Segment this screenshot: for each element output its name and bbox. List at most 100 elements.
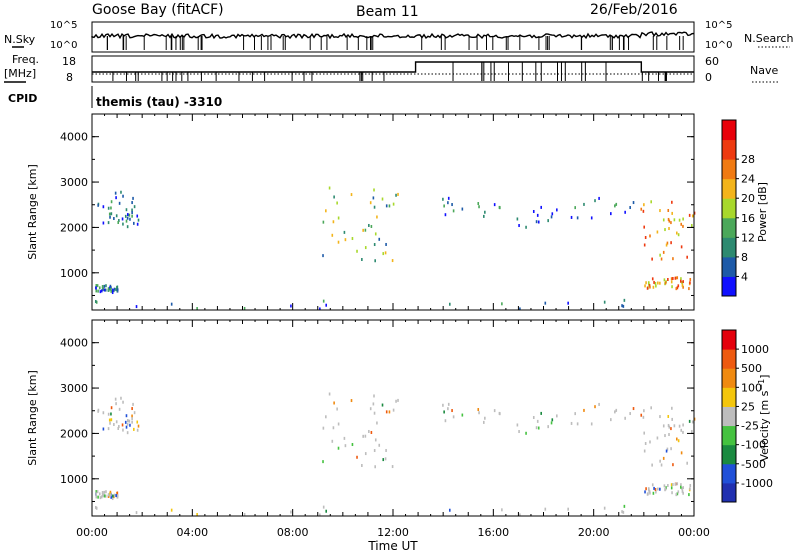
power-echo [108,212,111,216]
power-echo [322,254,324,258]
velocity-echo [381,403,384,407]
power-echo [132,196,134,200]
noise-tick-bottom-left: 10^0 [50,40,77,51]
velocity-echo [351,443,354,447]
power-echo [392,202,395,206]
power-echo [623,298,626,302]
velocity-echo [101,491,104,495]
power-echo [118,219,120,223]
velocity-echo [107,494,110,498]
velocity-echo [672,463,674,467]
velocity-echo [519,513,521,517]
power-echo [96,284,99,288]
power-echo [373,205,376,209]
power-echo [643,203,645,207]
velocity-echo [343,436,346,440]
freq-tick-top: 18 [62,55,76,68]
power-echo [110,289,112,293]
power-echo [447,201,449,205]
nsearch-label: N.Search [744,32,794,45]
power-echo [112,289,115,293]
velocity-echo [373,411,376,415]
power-echo [111,291,114,295]
velocity-echo [646,492,649,496]
power-echo [115,196,117,200]
velocity-echo [643,431,645,435]
velocity-echo [689,487,691,491]
power-echo [101,285,104,289]
power-echo [325,303,327,307]
velocity-echo [118,425,120,429]
power-echo [519,307,521,311]
power-echo [110,200,113,204]
power-echo [518,224,520,228]
power-echo [551,212,554,216]
velocity-echo [610,418,612,422]
velocity-echo [662,424,665,428]
power-echo [378,237,381,241]
ytick-label: 1000 [60,267,88,280]
time-axis-label: Time UT [367,539,418,553]
power-echo [649,285,651,289]
velocity-echo [370,430,373,434]
velocity-echo [362,434,364,438]
power-echo [333,195,335,199]
velocity-echo [667,423,670,427]
power-echo [128,213,131,217]
power-echo [676,276,679,280]
velocity-echo [109,490,112,494]
power-echo [99,290,102,294]
velocity-echo [114,397,117,401]
velocity-echo [551,418,554,422]
power-echo [499,206,501,210]
velocity-echo [135,511,138,515]
power-echo [483,214,485,218]
power-echo [110,206,112,210]
velocity-echo [550,421,553,425]
velocity-echo [647,487,650,491]
power-echo [107,221,110,225]
velocity-echo [451,409,453,413]
power-echo [664,281,667,285]
power-echo [493,203,496,207]
velocity-echo [675,493,678,497]
velocity-echo [452,415,455,419]
power-echo [114,191,117,195]
velocity-echo [356,455,358,459]
power-echo [484,210,486,214]
cpid-panel: CPID themis (tau) -3310 [8,86,222,109]
velocity-echo [112,495,115,499]
velocity-echo [364,452,367,456]
power-echo [680,245,683,249]
velocity-echo [655,490,657,494]
power-echo [686,255,688,259]
velocity-echo [532,415,535,419]
power-echo [574,206,576,210]
velocity-echo [676,482,679,486]
power-echo [651,257,653,261]
velocity-echo [668,425,671,429]
power-echo [668,219,671,223]
colorbar-frame [721,329,737,503]
power-echo [95,289,98,293]
power-echo [643,225,645,229]
power-echo [100,289,103,293]
velocity-echo [385,448,387,452]
power-echo [662,250,665,254]
power-echo [678,218,681,222]
power-echo [95,284,98,288]
velocity-echo [679,485,682,489]
velocity-echo [651,463,653,467]
power-echo [118,201,121,205]
power-echo [644,235,647,239]
power-echo [443,204,445,208]
power-echo [576,216,579,220]
power-echo [117,220,120,224]
power-echo [667,208,670,212]
power-echo [671,285,673,289]
velocity-echo [671,406,673,410]
velocity-echo [537,426,540,430]
velocity-echo [384,457,387,461]
time-axis: 00:00 04:00 08:00 12:00 16:00 20:00 00:00 [76,526,710,539]
